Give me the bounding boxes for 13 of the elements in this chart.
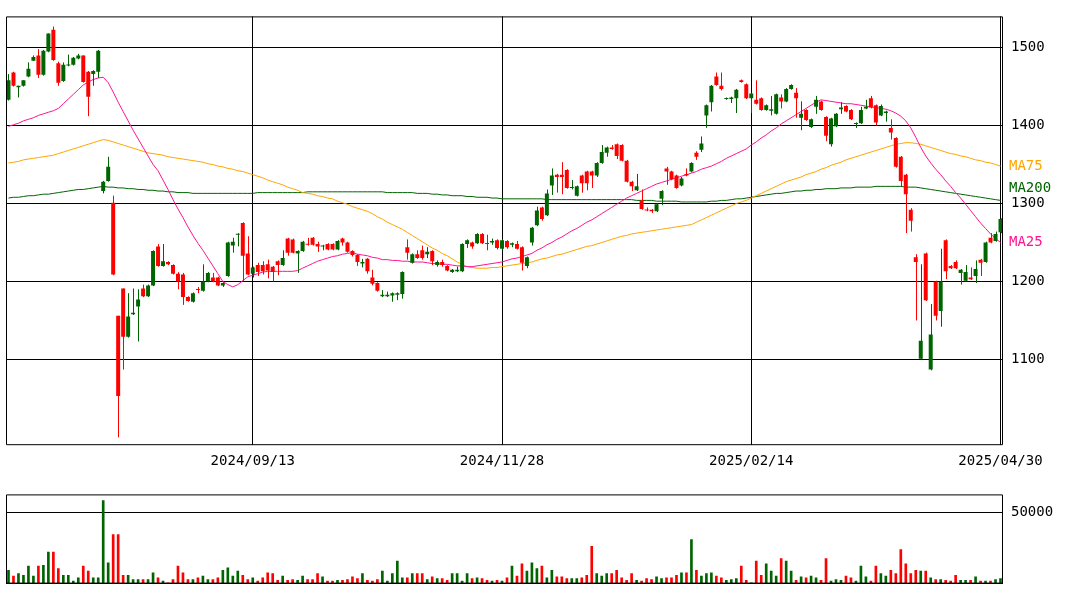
- series-label: MA200: [1009, 179, 1052, 196]
- y-tick-label: 1300: [1011, 194, 1045, 211]
- x-tick-label: 2025/02/14: [709, 452, 794, 469]
- series-label: MA25: [1009, 233, 1043, 250]
- y-tick-label: 1100: [1011, 350, 1045, 367]
- x-tick-label: 2025/04/30: [958, 452, 1043, 469]
- series-label: MA75: [1009, 156, 1043, 173]
- y-tick-label: 1500: [1011, 38, 1045, 55]
- y-tick-label: 1400: [1011, 116, 1045, 133]
- x-tick-label: 2024/11/28: [459, 452, 545, 469]
- y-tick-label: 1200: [1011, 272, 1045, 289]
- y-tick-label: 50000: [1011, 503, 1054, 520]
- x-tick-label: 2024/09/13: [210, 452, 295, 469]
